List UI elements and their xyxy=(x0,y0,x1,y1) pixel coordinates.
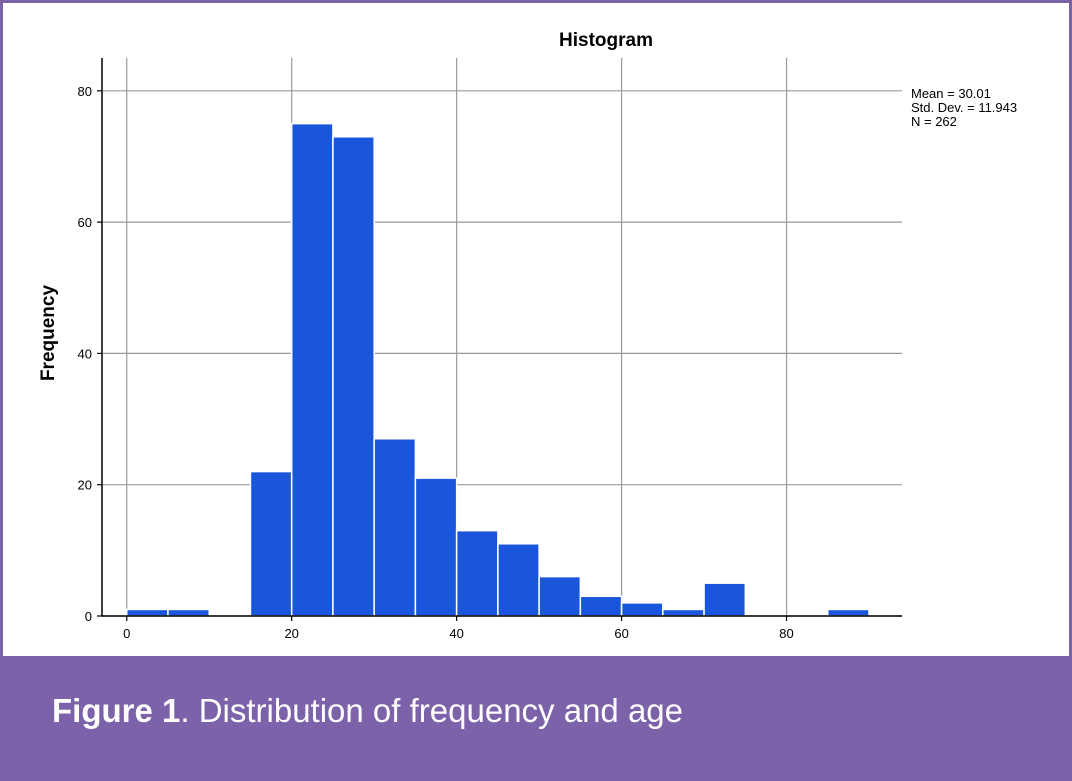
histogram-bar xyxy=(373,438,417,617)
bars-layer xyxy=(125,122,870,617)
caption-band: Figure 1. Distribution of frequency and … xyxy=(0,656,1072,781)
stat-mean: Mean = 30.01 xyxy=(911,86,991,101)
y-tick-label: 20 xyxy=(78,478,92,493)
x-tick-label: 20 xyxy=(284,626,298,641)
x-tick-label: 40 xyxy=(449,626,463,641)
histogram-bar xyxy=(538,575,582,617)
histogram-bar xyxy=(827,608,870,617)
histogram-bar xyxy=(290,122,334,617)
histogram-bar xyxy=(125,608,169,617)
histogram-bar xyxy=(620,602,664,617)
histogram-bar xyxy=(497,543,540,617)
histogram-bar xyxy=(332,136,375,617)
x-tick-label: 60 xyxy=(614,626,628,641)
histogram-bar xyxy=(249,470,293,617)
y-tick-label: 60 xyxy=(78,215,92,230)
caption-label: Figure 1 xyxy=(52,692,181,729)
summary-stats: Mean = 30.01 Std. Dev. = 11.943 N = 262 xyxy=(911,86,1017,129)
y-tick-label: 80 xyxy=(78,84,92,99)
histogram-bar xyxy=(703,582,747,617)
histogram-bar xyxy=(167,608,210,617)
stat-std-dev: Std. Dev. = 11.943 xyxy=(911,100,1017,115)
histogram-bar xyxy=(662,608,705,617)
histogram-bar xyxy=(579,595,623,617)
y-tick-label: 40 xyxy=(78,346,92,361)
x-tick-label: 0 xyxy=(123,626,130,641)
chart-title: Histogram xyxy=(559,30,653,51)
histogram-bar xyxy=(414,477,458,617)
x-tick-label: 80 xyxy=(779,626,793,641)
stat-n: N = 262 xyxy=(911,114,957,129)
histogram-chart: 0 20 40 60 80 0 20 40 60 80 Histogram Frequency M… xyxy=(38,30,1017,641)
grid-layer xyxy=(102,58,902,617)
axes-layer xyxy=(97,58,902,621)
caption-text: . Distribution of frequency and age xyxy=(180,692,683,729)
figure-caption: Figure 1. Distribution of frequency and … xyxy=(52,692,683,730)
y-tick-label: 0 xyxy=(85,609,92,624)
y-axis-label: Frequency xyxy=(38,285,59,382)
labels-layer: 0 20 40 60 80 0 20 40 60 80 xyxy=(78,84,794,641)
histogram-bar xyxy=(455,529,499,617)
